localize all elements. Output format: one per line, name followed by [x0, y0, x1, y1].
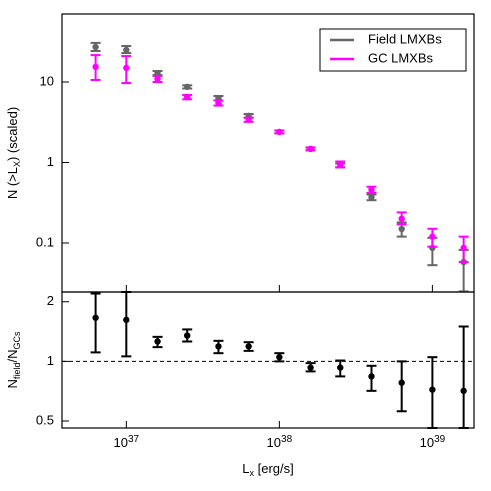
error-bar [90, 292, 101, 354]
y-label-part: N [5, 379, 20, 388]
point [460, 387, 467, 395]
y-label-part: X [12, 161, 22, 167]
point [368, 186, 375, 193]
x-label-part: L [242, 461, 249, 476]
point [245, 116, 252, 123]
y-tick-label: 0.1 [36, 234, 54, 249]
error-bar [396, 360, 407, 413]
point [184, 83, 191, 91]
point [368, 373, 375, 380]
y-tick-label: 10 [40, 73, 54, 88]
y-label-part: field [12, 363, 22, 380]
point [460, 244, 467, 252]
legend-label: Field LMXBs [368, 31, 442, 46]
legend-label: GC LMXBs [368, 50, 434, 65]
point [123, 46, 130, 54]
error-bar [121, 291, 132, 358]
point [307, 145, 314, 152]
point [123, 64, 130, 72]
x-tick-label: 1039 [420, 434, 446, 451]
x-axis-label: Lx [erg/s] [242, 461, 293, 478]
point [154, 338, 161, 345]
point [92, 314, 99, 321]
y-tick-label: 1 [47, 154, 54, 169]
point [154, 69, 161, 77]
y-axis-label: Nfield/NGCs [5, 331, 22, 388]
x-tick-label: 1038 [267, 434, 293, 451]
y-label-part: N (>L [5, 167, 20, 199]
x-label-part: x [249, 468, 254, 478]
y-tick-label: 1 [47, 353, 54, 368]
x-tick-label: 1037 [114, 434, 140, 451]
point [276, 128, 283, 136]
point [184, 332, 191, 339]
point [307, 364, 314, 371]
point [429, 386, 436, 393]
y-axis-label: N (>LX) (scaled) [5, 107, 22, 199]
point [154, 75, 161, 83]
point [398, 225, 405, 233]
legend-box [319, 28, 467, 72]
y-tick-label: 0.5 [36, 412, 54, 427]
point [398, 215, 405, 222]
point [123, 316, 130, 324]
point [92, 43, 99, 51]
y-label-part: GCs [12, 331, 22, 350]
point [215, 99, 222, 107]
y-tick-label: 2 [47, 293, 54, 308]
point [184, 93, 191, 101]
x-label-part: [erg/s] [254, 461, 294, 476]
error-bar [458, 325, 469, 429]
point [368, 194, 375, 201]
point [215, 343, 222, 350]
point [429, 233, 436, 240]
point [276, 353, 283, 361]
point [337, 364, 344, 371]
point [92, 63, 99, 71]
y-label-part: /N [5, 350, 20, 363]
point [337, 161, 344, 168]
point [245, 343, 252, 350]
plot-frame [61, 291, 475, 429]
y-label-part: ) (scaled) [5, 107, 20, 161]
point [398, 379, 405, 386]
